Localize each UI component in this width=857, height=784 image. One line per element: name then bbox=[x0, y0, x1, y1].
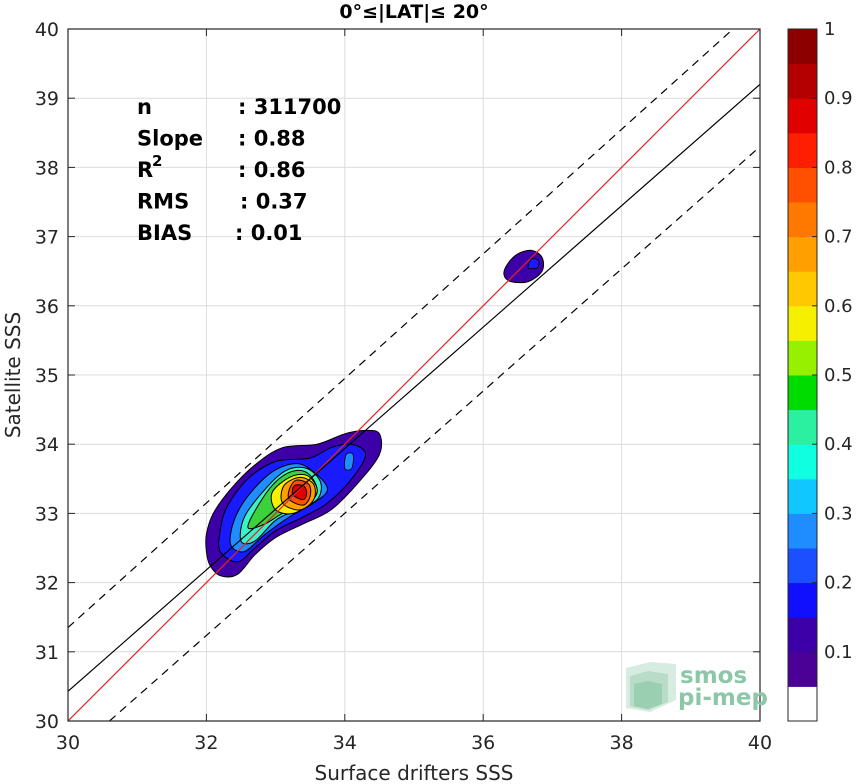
colorbar-segment bbox=[788, 167, 817, 203]
y-tick-label: 40 bbox=[35, 19, 59, 41]
x-tick-label: 30 bbox=[56, 732, 80, 754]
stat-value: : 311700 bbox=[238, 95, 341, 119]
colorbar-segment bbox=[788, 444, 817, 480]
colorbar-tick-label: 0.4 bbox=[824, 434, 853, 455]
colorbar-tick-label: 0.5 bbox=[824, 365, 853, 386]
x-tick-label: 32 bbox=[194, 732, 218, 754]
contour-level-9 bbox=[291, 484, 308, 501]
colorbar-tick-label: 0.3 bbox=[824, 503, 853, 524]
y-tick-label: 39 bbox=[35, 88, 59, 110]
colorbar-segment bbox=[788, 29, 817, 65]
colorbar-segment bbox=[788, 617, 817, 653]
colorbar-tick-label: 0.7 bbox=[824, 227, 853, 248]
y-tick-label: 33 bbox=[35, 503, 59, 525]
colorbar-segment bbox=[788, 340, 817, 376]
stats-box: n : 311700 Slope : 0.88 R2 : 0.86 RMS : 0.37 BIA… bbox=[137, 95, 341, 245]
smos-pi-mep-logo: smos pi-mep bbox=[626, 662, 768, 712]
colorbar-segment bbox=[788, 271, 817, 307]
logo-mark-icon bbox=[626, 662, 676, 712]
axis-ticks: 30 32 34 36 38 40 30 31 32 33 34 35 36 37 38 39 40 bbox=[35, 19, 772, 754]
stat-value: : 0.88 bbox=[238, 127, 306, 151]
colorbar: 0.1 0.2 0.3 0.4 0.5 0.6 0.7 0.8 0.9 1 bbox=[787, 19, 853, 722]
y-tick-label: 36 bbox=[35, 296, 59, 318]
contour-secondary-core bbox=[527, 257, 540, 270]
regression-line bbox=[68, 83, 760, 692]
colorbar-segment bbox=[788, 548, 817, 584]
y-tick-label: 37 bbox=[35, 227, 59, 249]
colorbar-segment bbox=[788, 63, 817, 99]
colorbar-segment bbox=[788, 409, 817, 445]
stat-label: R bbox=[137, 158, 153, 182]
stat-label: n bbox=[137, 95, 152, 119]
logo-line2: pi-mep bbox=[678, 685, 768, 711]
stat-value: : 0.86 bbox=[238, 158, 306, 182]
x-tick-label: 38 bbox=[610, 732, 634, 754]
y-tick-label: 34 bbox=[35, 434, 59, 456]
colorbar-segment bbox=[788, 478, 817, 514]
colorbar-segment bbox=[788, 202, 817, 238]
colorbar-segment bbox=[788, 686, 817, 722]
y-tick-label: 31 bbox=[35, 642, 59, 664]
colorbar-tick-label: 1 bbox=[824, 19, 835, 40]
colorbar-segment bbox=[788, 132, 817, 168]
stat-label: RMS bbox=[137, 190, 189, 214]
colorbar-segment bbox=[788, 651, 817, 687]
colorbar-tick-label: 0.9 bbox=[824, 88, 853, 109]
x-tick-label: 40 bbox=[748, 732, 772, 754]
colorbar-tick-label: 0.8 bbox=[824, 157, 853, 178]
colorbar-segment bbox=[788, 236, 817, 272]
x-tick-label: 34 bbox=[333, 732, 357, 754]
chart-title: 0°≤|LAT|≤ 20° bbox=[339, 1, 488, 23]
colorbar-tick-label: 0.2 bbox=[824, 573, 853, 594]
colorbar-segment bbox=[788, 98, 817, 134]
y-tick-label: 38 bbox=[35, 157, 59, 179]
stat-label: BIAS bbox=[137, 221, 192, 245]
colorbar-segment bbox=[788, 375, 817, 411]
logo-line1: smos bbox=[680, 663, 747, 689]
reference-lines bbox=[68, 29, 760, 721]
stat-value: : 0.01 bbox=[235, 221, 303, 245]
contour-shoulder bbox=[344, 452, 354, 471]
colorbar-segment bbox=[788, 582, 817, 618]
y-tick-label: 35 bbox=[35, 365, 59, 387]
lower-bound-line bbox=[109, 146, 760, 721]
colorbar-segment bbox=[788, 513, 817, 549]
stat-value: : 0.37 bbox=[240, 190, 308, 214]
one-to-one-line bbox=[68, 29, 760, 721]
y-tick-label: 32 bbox=[35, 573, 59, 595]
y-tick-label: 30 bbox=[35, 711, 59, 733]
colorbar-tick-label: 0.1 bbox=[824, 642, 853, 663]
upper-bound-line bbox=[68, 29, 734, 629]
colorbar-tick-label: 0.6 bbox=[824, 296, 853, 317]
x-tick-label: 36 bbox=[471, 732, 495, 754]
x-axis-label: Surface drifters SSS bbox=[315, 761, 514, 784]
grid bbox=[67, 28, 761, 722]
y-axis-label: Satellite SSS bbox=[1, 312, 25, 438]
stat-superscript: 2 bbox=[152, 152, 162, 170]
stat-label: Slope bbox=[137, 127, 203, 151]
colorbar-segment bbox=[788, 305, 817, 341]
